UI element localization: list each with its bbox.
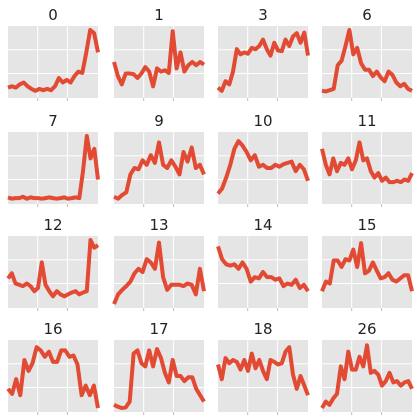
panel-10: 10 <box>216 112 310 207</box>
panel-15: 15 <box>320 216 414 311</box>
panel-6: 6 <box>321 6 413 101</box>
series-line <box>112 240 206 305</box>
panel-background <box>114 26 204 98</box>
panel-11: 11 <box>320 112 414 207</box>
panel-14: 14 <box>216 216 310 311</box>
panel-17: 17 <box>113 320 206 415</box>
series-line <box>321 28 413 94</box>
panel-1: 1 <box>112 6 206 101</box>
series-line <box>216 30 310 93</box>
panel-title: 18 <box>253 320 272 338</box>
series-line <box>113 347 206 410</box>
panel-title: 0 <box>48 6 58 24</box>
series-line <box>112 29 206 89</box>
panel-26: 26 <box>320 320 414 415</box>
panel-title: 16 <box>43 320 62 338</box>
panel-title: 1 <box>154 6 164 24</box>
series-line <box>320 343 414 410</box>
panel-3: 3 <box>216 6 310 101</box>
panel-title: 15 <box>357 216 376 234</box>
panel-9: 9 <box>113 112 206 207</box>
panel-0: 0 <box>7 6 100 101</box>
panel-background <box>322 26 412 98</box>
panel-18: 18 <box>216 320 310 415</box>
panel-12: 12 <box>6 216 100 311</box>
panel-title: 10 <box>253 112 272 130</box>
series-line <box>216 245 310 293</box>
series-line <box>320 241 414 292</box>
panel-16: 16 <box>6 320 100 415</box>
panel-7: 7 <box>7 112 100 207</box>
series-line <box>6 345 100 409</box>
panel-title: 14 <box>253 216 272 234</box>
series-line <box>113 140 206 201</box>
series-line <box>7 28 100 93</box>
series-line <box>320 140 414 185</box>
series-line <box>7 134 100 201</box>
panel-title: 6 <box>362 6 372 24</box>
panel-title: 11 <box>357 112 376 130</box>
series-line <box>6 238 100 299</box>
panel-title: 13 <box>149 216 168 234</box>
panel-13: 13 <box>112 216 206 311</box>
panel-title: 3 <box>258 6 268 24</box>
panel-title: 12 <box>43 216 62 234</box>
panel-title: 9 <box>154 112 164 130</box>
panel-title: 26 <box>357 320 376 338</box>
panel-title: 7 <box>48 112 58 130</box>
series-line <box>216 345 310 396</box>
panel-title: 17 <box>149 320 168 338</box>
series-line <box>216 139 310 195</box>
